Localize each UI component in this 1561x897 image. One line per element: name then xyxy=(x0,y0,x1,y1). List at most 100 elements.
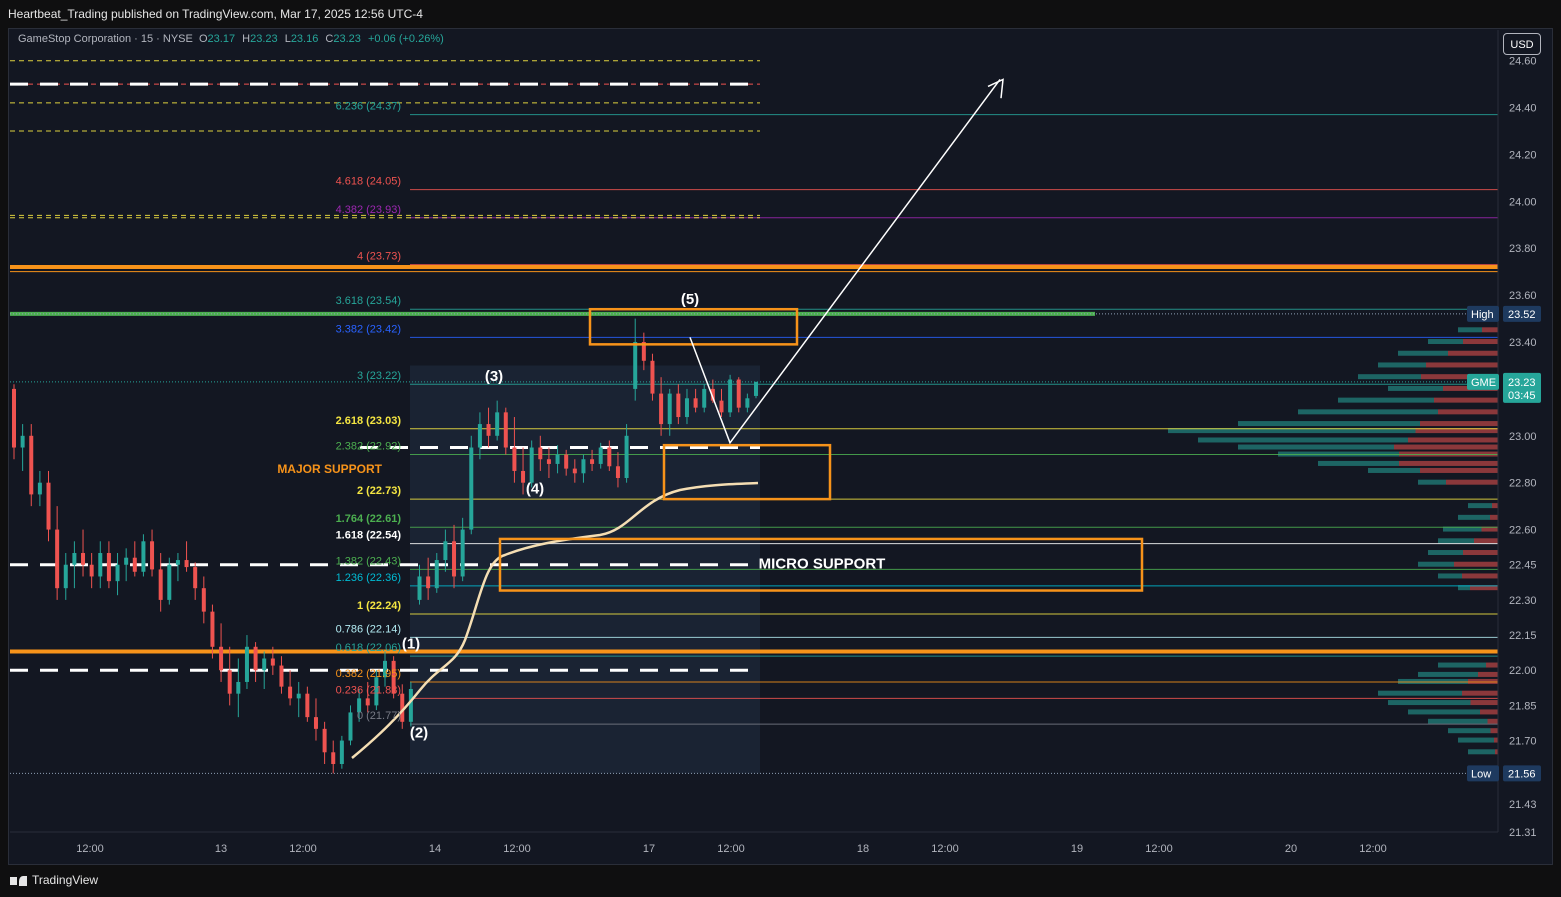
volume-profile-bar-up xyxy=(1443,526,1482,532)
volume-profile-bar-down xyxy=(1399,460,1498,466)
time-tick-label: 12:00 xyxy=(717,843,745,855)
volume-profile-bar-down xyxy=(1495,749,1498,755)
candle-body xyxy=(20,435,25,448)
volume-profile-bar-up xyxy=(1428,339,1463,345)
candle-body xyxy=(391,660,396,694)
candle-body xyxy=(667,393,672,425)
time-tick-label: 12:00 xyxy=(1359,843,1387,855)
volume-profile-bar-up xyxy=(1408,709,1480,715)
time-tick-label: 12:00 xyxy=(289,843,317,855)
volume-profile-bar-down xyxy=(1481,526,1498,532)
volume-profile-bar-down xyxy=(1421,374,1498,380)
candle-body xyxy=(106,553,111,582)
fib-level-label: 3 (23.22) xyxy=(357,370,401,382)
candle-body xyxy=(452,541,457,577)
price-tick-label: 23.40 xyxy=(1509,337,1537,349)
price-tick-label: 24.20 xyxy=(1509,149,1537,161)
bar-countdown-value: 03:45 xyxy=(1508,390,1536,402)
currency-button[interactable]: USD xyxy=(1503,33,1541,55)
candle-body xyxy=(400,693,405,722)
candle-body xyxy=(193,567,198,589)
projection-arrowhead-icon xyxy=(987,78,1004,99)
time-tick-label: 12:00 xyxy=(503,843,531,855)
micro-support-label: MICRO SUPPORT xyxy=(759,556,886,573)
time-tick-label: 12:00 xyxy=(76,843,104,855)
time-tick-label: 14 xyxy=(429,843,441,855)
volume-profile-bar-down xyxy=(1470,700,1498,706)
plot-area: 6.236 (24.37) 4.618 (24.05) 4.382 (23.93) 4… xyxy=(10,60,1498,774)
price-extreme-badge xyxy=(1503,765,1541,782)
candle-body xyxy=(184,560,189,568)
candle-body xyxy=(521,470,526,483)
volume-profile-bar-down xyxy=(1486,662,1498,668)
candle-body xyxy=(512,447,517,471)
candle-body xyxy=(322,728,327,753)
candle-body xyxy=(477,424,482,448)
volume-profile-bar-up xyxy=(1468,749,1495,755)
volume-profile-bar-down xyxy=(1446,479,1498,485)
price-tick-label: 22.15 xyxy=(1509,630,1537,642)
fib-level-label: 3.382 (23.42) xyxy=(336,323,401,335)
candle-body xyxy=(417,576,422,600)
candle-body xyxy=(426,576,431,589)
close-value: 23.23 xyxy=(333,33,361,45)
tradingview-logo-icon xyxy=(10,875,28,886)
candle-body xyxy=(296,693,301,699)
candle-body xyxy=(676,393,681,418)
candle-body xyxy=(684,398,689,418)
candle-body xyxy=(564,454,569,469)
symbol-badge-label: GME xyxy=(1471,377,1496,389)
volume-profile-bar-down xyxy=(1490,514,1498,520)
candle-body xyxy=(443,541,448,561)
volume-profile-bar-up xyxy=(1458,737,1494,743)
price-extreme-value: 23.52 xyxy=(1508,309,1536,321)
candle-body xyxy=(288,686,293,699)
candle-body xyxy=(236,681,241,694)
wave5-target-box xyxy=(588,307,799,346)
candle-body xyxy=(244,646,249,682)
projection-path xyxy=(689,78,1001,445)
candles xyxy=(12,318,758,774)
price-tick-label: 23.00 xyxy=(1509,431,1537,443)
candle-body xyxy=(659,393,664,425)
close-label: C xyxy=(325,33,334,45)
candle-body xyxy=(486,424,491,436)
elliott-wave-label: (4) xyxy=(526,481,544,498)
candle-body xyxy=(201,588,206,612)
fib-level-label: 2.382 (22.92) xyxy=(336,441,401,453)
price-tick-label: 21.43 xyxy=(1509,799,1537,811)
candle-body xyxy=(495,412,500,436)
volume-profile-bar-up xyxy=(1448,728,1491,734)
micro-support-box xyxy=(498,537,1144,592)
price-extreme-label: Low xyxy=(1471,768,1491,780)
major-support-label: MAJOR SUPPORT xyxy=(277,462,382,476)
volume-profile-bar-down xyxy=(1478,671,1498,677)
candle-body xyxy=(37,482,42,495)
candle-body xyxy=(736,379,741,408)
candle-body xyxy=(728,379,733,413)
candle-body xyxy=(29,435,34,495)
time-tick-label: 17 xyxy=(643,843,655,855)
price-extreme-value: 21.56 xyxy=(1508,768,1536,780)
candle-body xyxy=(719,400,724,413)
time-tick-label: 12:00 xyxy=(931,843,959,855)
volume-profile-bar-down xyxy=(1480,709,1498,715)
candle-body xyxy=(210,611,215,647)
fib-level-label: 4.382 (23.93) xyxy=(336,204,401,216)
volume-profile-bar-down xyxy=(1462,573,1498,579)
price-tick-label: 24.00 xyxy=(1509,196,1537,208)
candle-body xyxy=(55,529,60,589)
candle-body xyxy=(598,447,603,464)
candle-body xyxy=(572,468,577,474)
low-value: 23.16 xyxy=(290,33,319,45)
price-tick-label: 21.85 xyxy=(1509,700,1537,712)
symbol-badge xyxy=(1467,373,1499,390)
volume-profile-bar-down xyxy=(1492,503,1498,509)
volume-profile-bar-down xyxy=(1470,585,1498,591)
volume-profile-bar-up xyxy=(1458,514,1490,520)
candle-body xyxy=(590,459,595,464)
candle-body xyxy=(607,447,612,467)
volume-profile xyxy=(1168,327,1498,755)
volume-profile-bar-down xyxy=(1426,362,1498,368)
